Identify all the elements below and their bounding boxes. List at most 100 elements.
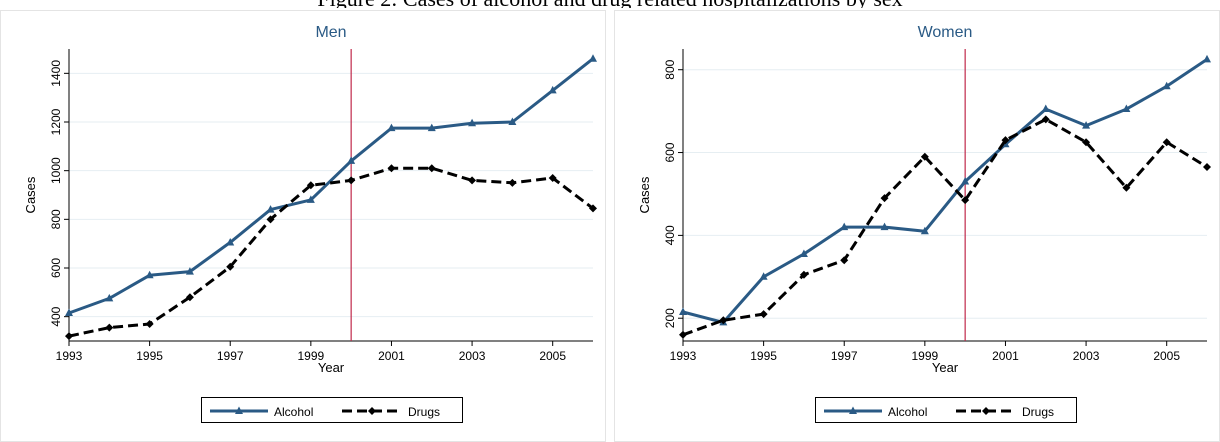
- y-axis-label: Cases: [23, 176, 38, 213]
- y-axis-label: Cases: [637, 176, 652, 213]
- data-point-drugs: [145, 319, 154, 328]
- data-point-drugs: [1203, 163, 1211, 172]
- data-point-drugs: [589, 204, 597, 213]
- y-tick-label: 600: [663, 142, 677, 162]
- data-point-drugs: [719, 316, 728, 325]
- legend-marker-alcohol: [235, 406, 243, 414]
- data-point-alcohol: [1203, 54, 1211, 63]
- x-axis-label: Year: [318, 360, 345, 375]
- data-point-alcohol: [920, 226, 929, 235]
- data-point-drugs: [679, 330, 687, 339]
- data-point-alcohol: [508, 117, 517, 125]
- data-point-drugs: [65, 332, 73, 341]
- data-point-alcohol: [548, 85, 557, 94]
- legend-men: Alcohol Drugs: [201, 397, 463, 423]
- data-point-alcohol: [759, 272, 768, 280]
- data-point-alcohol: [65, 308, 73, 317]
- y-tick-label: 800: [49, 209, 63, 229]
- data-point-drugs: [880, 194, 889, 203]
- data-point-drugs: [105, 323, 114, 332]
- legend-label-alcohol: Alcohol: [888, 405, 927, 419]
- chart-title: Women: [918, 24, 973, 41]
- x-tick-label: 1995: [136, 349, 163, 363]
- data-point-alcohol: [226, 237, 235, 246]
- data-point-alcohol: [840, 222, 849, 231]
- y-tick-label: 800: [663, 59, 677, 79]
- data-point-alcohol: [306, 195, 315, 203]
- y-tick-label: 400: [49, 306, 63, 326]
- chart-panel-women: 200 400 600 800 1993 1995 1997 1999 2001 2003 2005…: [614, 10, 1220, 442]
- data-point-drugs: [185, 293, 194, 302]
- chart-title: Men: [315, 24, 346, 41]
- legend-label-alcohol: Alcohol: [274, 405, 313, 419]
- legend-label-drugs: Drugs: [408, 405, 440, 419]
- series-line-alcohol: [682, 58, 1208, 324]
- data-point-alcohol: [105, 293, 114, 302]
- legend-women: Alcohol Drugs: [815, 397, 1077, 423]
- x-tick-label: 1993: [56, 349, 83, 363]
- data-point-drugs: [508, 178, 517, 187]
- y-tick-label: 1000: [49, 157, 63, 184]
- x-tick-label: 2005: [539, 349, 566, 363]
- data-point-alcohol: [468, 118, 477, 127]
- x-tick-label: 2005: [1153, 349, 1180, 363]
- x-tick-label: 1997: [217, 349, 244, 363]
- data-point-alcohol: [679, 307, 687, 316]
- legend-label-drugs: Drugs: [1022, 405, 1054, 419]
- line-chart-women: 200 400 600 800 1993 1995 1997 1999 2001 2003 2005…: [637, 24, 1211, 375]
- data-point-drugs: [387, 164, 396, 173]
- data-point-drugs: [1162, 138, 1171, 147]
- data-point-alcohol: [266, 205, 275, 213]
- data-point-alcohol: [387, 123, 396, 132]
- data-point-drugs: [468, 176, 477, 185]
- data-point-drugs: [1082, 138, 1091, 147]
- y-tick-label: 1400: [49, 60, 63, 87]
- data-point-alcohol: [1122, 104, 1131, 113]
- data-point-alcohol: [1082, 121, 1091, 129]
- data-point-alcohol: [185, 267, 194, 275]
- data-point-alcohol: [961, 177, 970, 185]
- data-point-alcohol: [799, 249, 808, 258]
- data-point-drugs: [920, 152, 929, 161]
- legend-marker-alcohol: [849, 406, 857, 414]
- data-point-drugs: [347, 176, 356, 185]
- x-tick-label: 2003: [459, 349, 486, 363]
- data-point-drugs: [961, 196, 970, 205]
- data-point-drugs: [759, 310, 768, 319]
- data-point-drugs: [1122, 183, 1131, 192]
- figure-caption: Figure 2: Cases of alcohol and drug rela…: [60, 0, 1160, 8]
- x-tick-label: 1999: [297, 349, 324, 363]
- data-point-alcohol: [1162, 81, 1171, 90]
- line-chart-men: 400 600 800 1000 1200 1400 1993 1995 1997 1999 200…: [23, 24, 597, 375]
- x-tick-label: 1993: [670, 349, 697, 363]
- x-tick-label: 1995: [750, 349, 777, 363]
- data-point-drugs: [266, 215, 275, 224]
- data-point-drugs: [799, 270, 808, 279]
- data-point-alcohol: [880, 222, 889, 231]
- x-tick-label: 2003: [1073, 349, 1100, 363]
- series-line-drugs: [68, 166, 594, 338]
- x-tick-label: 2001: [992, 349, 1019, 363]
- data-point-drugs: [226, 262, 235, 271]
- data-point-alcohol: [347, 156, 356, 164]
- x-tick-label: 1997: [831, 349, 858, 363]
- x-axis-label: Year: [932, 360, 959, 375]
- data-point-drugs: [548, 173, 557, 182]
- y-tick-label: 400: [663, 225, 677, 245]
- x-tick-label: 1999: [911, 349, 938, 363]
- chart-panel-men: 400 600 800 1000 1200 1400 1993 1995 1997 1999 200…: [0, 10, 606, 442]
- series-line-drugs: [682, 117, 1208, 337]
- data-point-drugs: [840, 256, 849, 265]
- legend-marker-drugs: [982, 407, 990, 415]
- data-point-drugs: [1001, 136, 1010, 145]
- data-point-alcohol: [427, 123, 436, 132]
- data-point-drugs: [427, 164, 436, 173]
- data-point-drugs: [306, 181, 315, 190]
- data-point-alcohol: [1041, 104, 1050, 113]
- y-tick-label: 200: [663, 308, 677, 328]
- data-point-alcohol: [589, 54, 597, 62]
- legend-marker-drugs: [368, 407, 376, 415]
- y-tick-label: 1200: [49, 108, 63, 135]
- data-point-drugs: [1041, 115, 1050, 124]
- x-tick-label: 2001: [378, 349, 405, 363]
